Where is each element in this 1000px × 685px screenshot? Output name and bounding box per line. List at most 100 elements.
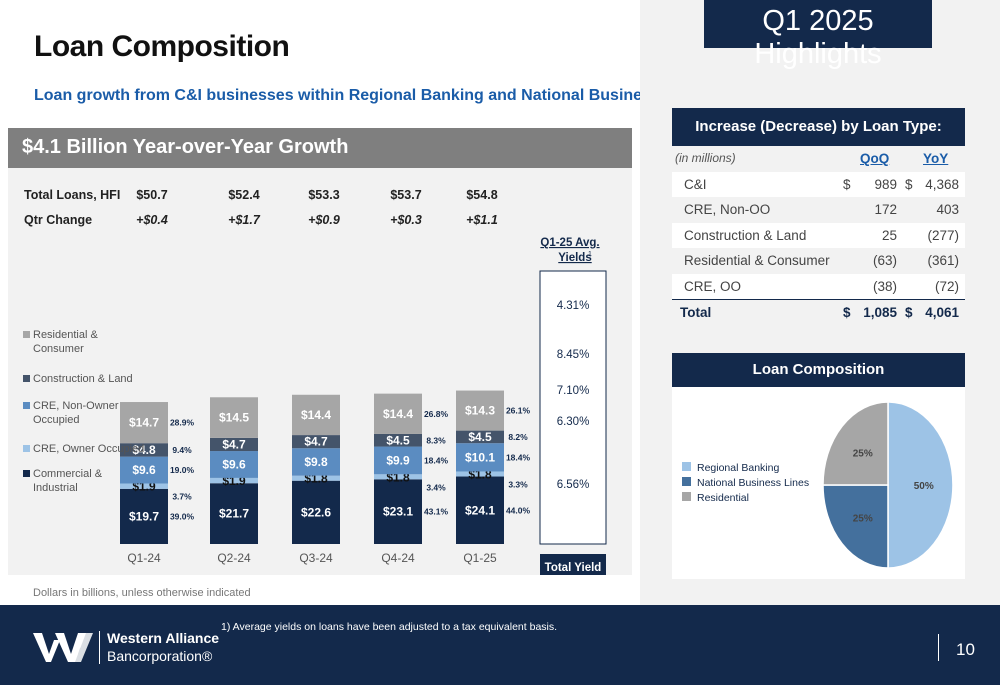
qtr-change-value: +$1.1 (466, 213, 498, 227)
pie-legend-swatch (682, 492, 691, 501)
pie-legend-swatch (682, 477, 691, 486)
loan-type-row: Residential & Consumer (63) (361) (672, 248, 965, 274)
yields-header: Q1-25 Avg. (540, 237, 599, 249)
x-tick-label: Q2-24 (217, 551, 251, 565)
pie-slice-label: 25% (853, 513, 873, 524)
company-logo-icon (33, 633, 95, 662)
bar-segment (292, 394, 340, 436)
legend-swatch (23, 402, 30, 409)
qoq-value: 989 (874, 176, 897, 192)
qoq-value: 172 (874, 202, 897, 217)
bar-share-label: 19.0% (170, 465, 195, 475)
total-qoq-value: 1,085 (863, 305, 897, 320)
bar-segment (292, 480, 340, 544)
bar-value-label: $23.1 (383, 505, 413, 519)
total-loans-value: $53.3 (308, 188, 339, 202)
loan-type-label: C&I (684, 176, 707, 192)
footer-bar (0, 605, 1000, 685)
bar-share-label: 3.4% (426, 482, 446, 492)
bar-value-label: $24.1 (465, 503, 495, 517)
pie-slice (822, 401, 889, 486)
total-loans-value: $52.4 (228, 188, 259, 202)
bar-value-label: $4.7 (222, 437, 246, 451)
pie-slice (887, 401, 954, 569)
bar-value-label: $14.4 (383, 407, 413, 421)
total-label: Total (680, 305, 712, 320)
bar-value-label: $9.6 (132, 463, 156, 477)
units-label: (in millions) (675, 151, 736, 165)
bar-segment (374, 393, 422, 434)
qtr-change-value: +$1.7 (228, 213, 261, 227)
legend-label: Occupied (33, 414, 79, 426)
yield-value: 6.56% (557, 479, 590, 491)
x-tick-label: Q1-25 (463, 551, 497, 565)
loan-type-table-title: Increase (Decrease) by Loan Type: (672, 108, 965, 146)
company-subname: Bancorporation® (107, 648, 213, 664)
bar-segment (210, 451, 258, 478)
bar-share-label: 43.1% (424, 507, 449, 517)
pie-slice-label: 50% (914, 481, 934, 492)
bar-segment (120, 483, 168, 489)
bar-value-label: $14.3 (465, 404, 495, 418)
highlights-tag: Q1 2025 Highlights (704, 0, 932, 70)
bar-share-label: 28.9% (170, 418, 195, 428)
bar-value-label: $9.8 (304, 455, 328, 469)
company-name: Western Alliance (107, 630, 220, 646)
bar-share-label: 9.4% (172, 445, 192, 455)
bar-chart-area: Total Loans, HFI Qtr Change $50.7 $52.4 $53.… (8, 168, 632, 575)
growth-banner-text: $4.1 Billion Year-over-Year Growth (22, 136, 349, 158)
bar-segment (456, 471, 504, 477)
bar-segment (292, 435, 340, 449)
bar-segment (456, 476, 504, 544)
pie-panel-title: Loan Composition (672, 353, 965, 387)
bar-segment (456, 443, 504, 472)
pie-slice (822, 484, 889, 569)
yoy-value: (72) (934, 278, 959, 294)
yields-header-line2: Yields (558, 252, 591, 264)
legend-label: CRE, Owner Occupied (33, 443, 144, 455)
x-tick-label: Q4-24 (381, 551, 415, 565)
qoq-value: (63) (872, 253, 897, 268)
bar-share-label: 44.0% (506, 505, 531, 515)
yoy-value: 4,368 (925, 176, 959, 192)
growth-banner: $4.1 Billion Year-over-Year Growth (8, 128, 632, 168)
bar-share-label: 26.8% (424, 409, 449, 419)
col-qoq-header: QoQ (860, 151, 890, 166)
yield-footnote: 1) Average yields on loans have been adj… (221, 621, 558, 633)
bar-segment (120, 443, 168, 457)
bar-segment (120, 488, 168, 544)
qoq-value: (38) (872, 278, 897, 294)
total-qoq-prefix: $ (843, 305, 851, 320)
page-title: Loan Composition (34, 30, 290, 63)
yields-box (539, 270, 607, 545)
legend-swatch (23, 445, 30, 452)
bar-segment (374, 433, 422, 447)
legend-swatch (23, 331, 30, 338)
stacked-bar-chart: Total Loans, HFI Qtr Change $50.7 $52.4 $53.… (23, 188, 607, 575)
page-number-divider (938, 634, 939, 661)
bar-value-label: $4.8 (132, 443, 156, 457)
qtr-change-label: Qtr Change (24, 213, 92, 227)
loan-type-row: C&I $989 $4,368 (672, 172, 965, 198)
bar-segment (456, 430, 504, 444)
bar-value-label: $9.6 (222, 457, 246, 471)
loan-type-rows: C&I $989 $4,368 CRE, Non-OO 172 403 Constructi… (672, 172, 965, 300)
legend-label: Consumer (33, 343, 84, 355)
bar-share-label: 18.4% (424, 455, 449, 465)
bar-segment (210, 437, 258, 452)
yoy-value: 403 (936, 202, 959, 217)
yoy-value: (361) (927, 253, 959, 268)
bar-value-label: $21.7 (219, 507, 249, 521)
bar-share-label: 26.1% (506, 406, 531, 416)
bar-segment (374, 479, 422, 544)
loan-type-label: CRE, Non-OO (684, 202, 771, 217)
legend-label: Construction & Land (33, 373, 133, 385)
total-loans-label: Total Loans, HFI (24, 188, 120, 202)
bar-share-label: 18.4% (506, 452, 531, 462)
bar-segment (120, 402, 168, 444)
pie-legend-label: Regional Banking (697, 462, 779, 474)
bar-value-label: $10.1 (465, 450, 495, 464)
total-yield-box (540, 554, 606, 575)
pie-legend-label: Residential (697, 492, 749, 504)
loan-type-label: CRE, OO (684, 278, 742, 294)
